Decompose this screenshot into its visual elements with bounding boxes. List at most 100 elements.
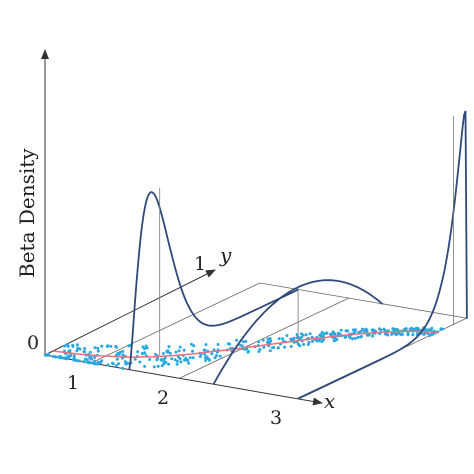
- scatter-point: [82, 360, 86, 364]
- scatter-point: [175, 359, 179, 363]
- scatter-point: [183, 358, 186, 362]
- scatter-point: [257, 340, 261, 344]
- scatter-point: [89, 356, 93, 359]
- scatter-point: [311, 339, 314, 343]
- scatter-point: [379, 328, 383, 332]
- scatter-point: [127, 344, 131, 348]
- scatter-point: [353, 336, 357, 340]
- scatter-point: [96, 346, 100, 350]
- scatter-point: [105, 344, 109, 348]
- scatter-point: [96, 349, 100, 353]
- scatter-point: [110, 361, 114, 365]
- guide-line: [259, 282, 467, 319]
- scatter-point: [72, 354, 76, 358]
- scatter-point: [267, 341, 271, 344]
- scatter-point: [391, 327, 395, 331]
- scatter-point: [148, 358, 152, 361]
- scatter-point: [210, 352, 214, 356]
- scatter-point: [397, 332, 401, 336]
- scatter-point: [99, 361, 103, 364]
- scatter-point: [307, 340, 311, 344]
- scatter-point: [93, 346, 97, 350]
- scatter-point: [93, 359, 96, 363]
- scatter-point: [241, 340, 245, 344]
- scatter-point: [84, 357, 87, 361]
- scatter-point: [154, 352, 157, 356]
- scatter-point: [77, 359, 81, 363]
- scatter-point: [204, 343, 208, 347]
- scatter-point: [106, 363, 110, 367]
- scatter-point: [175, 362, 179, 366]
- scatter-point: [178, 357, 182, 361]
- scatter-point: [143, 364, 147, 368]
- scatter-point: [152, 365, 156, 369]
- beta-density-curve: [297, 110, 468, 400]
- scatter-point: [281, 337, 285, 341]
- scatter-point: [213, 356, 217, 360]
- scatter-point: [188, 356, 192, 360]
- scatter-point: [191, 349, 194, 353]
- scatter-point: [75, 343, 79, 347]
- scatter-point: [168, 351, 172, 355]
- guide-line: [90, 282, 261, 364]
- scatter-point: [268, 349, 272, 353]
- scatter-point: [45, 353, 49, 357]
- scatter-point: [383, 329, 387, 333]
- scatter-point: [289, 337, 293, 341]
- scatter-point: [143, 351, 147, 355]
- scatter-point: [390, 332, 394, 336]
- scatter-point: [422, 332, 426, 336]
- scatter-point: [115, 357, 119, 361]
- scatter-point: [292, 337, 295, 341]
- scatter-point: [315, 339, 319, 343]
- scatter-point: [83, 347, 87, 350]
- scatter-point: [406, 333, 410, 337]
- z-axis-label: Beta Density: [15, 148, 39, 278]
- scatter-point: [304, 333, 308, 337]
- scatter-point: [204, 358, 208, 362]
- x-tick-1: 1: [67, 372, 79, 394]
- scatter-point: [189, 342, 193, 346]
- scatter-point: [76, 346, 80, 350]
- scatter-point: [333, 338, 337, 342]
- scatter-point: [170, 357, 174, 361]
- scatter-point: [66, 344, 70, 348]
- scatter-point: [372, 328, 376, 332]
- scatter-point: [121, 349, 125, 353]
- scatter-point: [126, 361, 130, 365]
- scatter-point: [182, 348, 186, 352]
- scatter-point: [426, 328, 430, 332]
- scatter-point: [167, 362, 171, 366]
- scatter-point: [359, 335, 363, 338]
- scatter-point: [165, 350, 169, 353]
- scatter-point: [361, 327, 364, 331]
- scatter-point: [159, 358, 163, 362]
- scatter-point: [277, 337, 281, 341]
- scatter-point: [215, 354, 218, 357]
- x-tick-3: 3: [270, 407, 282, 429]
- y-axis: [44, 269, 216, 356]
- scatter-point: [322, 338, 326, 342]
- scatter-point: [332, 331, 335, 335]
- y-axis-label: y: [219, 243, 232, 267]
- scatter-point: [346, 329, 350, 333]
- scatter-point: [262, 345, 266, 349]
- scatter-point: [109, 344, 113, 348]
- x-tick-2: 2: [157, 387, 169, 409]
- scatter-point: [318, 333, 322, 337]
- scatter-point: [177, 355, 180, 359]
- scatter-point: [121, 353, 125, 357]
- z-tick-0: 0: [27, 332, 39, 354]
- scatter-point: [58, 355, 62, 358]
- scatter-point: [144, 344, 148, 348]
- scatter-point: [310, 335, 314, 339]
- scatter-point: [344, 335, 348, 339]
- scatter-point: [94, 362, 98, 366]
- scatter-point: [410, 326, 414, 330]
- scatter-point: [63, 344, 67, 348]
- scatter-point: [301, 333, 305, 337]
- scatter-point: [276, 346, 280, 350]
- scatter-point: [174, 350, 178, 354]
- scatter-point: [371, 334, 374, 338]
